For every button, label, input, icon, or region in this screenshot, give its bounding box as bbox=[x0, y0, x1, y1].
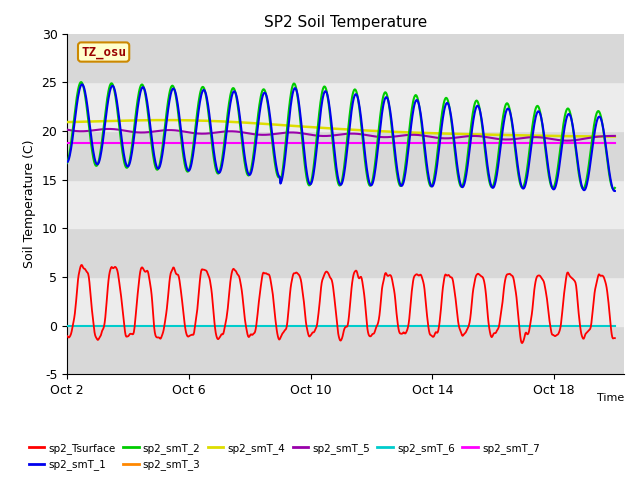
sp2_smT_1 bbox=[611, 188, 618, 194]
sp2_smT_2 bbox=[47, 78, 54, 84]
Line: sp2_smT_4: sp2_smT_4 bbox=[36, 120, 615, 136]
sp2_smT_7 bbox=[302, 140, 310, 145]
sp2_smT_1 bbox=[398, 183, 406, 189]
Bar bbox=[67, 180, 624, 228]
Bar bbox=[67, 131, 624, 180]
sp2_smT_7 bbox=[236, 140, 243, 145]
sp2_smT_4 bbox=[33, 120, 40, 125]
sp2_smT_5 bbox=[156, 128, 164, 133]
sp2_smT_7 bbox=[33, 140, 40, 145]
sp2_smT_2 bbox=[33, 158, 40, 164]
sp2_smT_2 bbox=[398, 182, 406, 188]
sp2_smT_1 bbox=[33, 157, 40, 163]
sp2_smT_2 bbox=[611, 185, 619, 191]
sp2_smT_4 bbox=[376, 128, 383, 134]
sp2_smT_5 bbox=[236, 129, 243, 135]
sp2_smT_6 bbox=[302, 324, 310, 329]
sp2_smT_6 bbox=[611, 324, 619, 329]
sp2_smT_5 bbox=[33, 121, 40, 127]
sp2_smT_5 bbox=[515, 136, 523, 142]
sp2_smT_2 bbox=[516, 179, 524, 185]
sp2_Tsurface bbox=[516, 328, 524, 334]
sp2_smT_4 bbox=[156, 117, 164, 123]
sp2_smT_6 bbox=[236, 324, 243, 329]
Line: sp2_smT_5: sp2_smT_5 bbox=[36, 124, 615, 141]
Bar bbox=[67, 82, 624, 131]
sp2_smT_5 bbox=[397, 133, 405, 139]
sp2_smT_4 bbox=[611, 133, 619, 139]
sp2_smT_2 bbox=[157, 157, 164, 163]
sp2_smT_7 bbox=[515, 140, 523, 145]
Bar bbox=[67, 326, 624, 374]
sp2_smT_7 bbox=[156, 140, 164, 145]
Bar bbox=[67, 34, 624, 82]
sp2_smT_5 bbox=[375, 134, 383, 140]
sp2_smT_4 bbox=[516, 132, 524, 138]
sp2_Tsurface bbox=[518, 340, 526, 346]
sp2_smT_5 bbox=[611, 133, 619, 139]
Bar bbox=[67, 277, 624, 326]
sp2_smT_7 bbox=[611, 140, 619, 145]
sp2_smT_5 bbox=[563, 138, 571, 144]
Bar bbox=[67, 228, 624, 277]
Line: sp2_smT_1: sp2_smT_1 bbox=[36, 83, 615, 191]
sp2_smT_7 bbox=[375, 140, 383, 145]
Y-axis label: Soil Temperature (C): Soil Temperature (C) bbox=[23, 140, 36, 268]
sp2_smT_2 bbox=[376, 120, 383, 126]
sp2_smT_1 bbox=[236, 114, 244, 120]
sp2_Tsurface bbox=[157, 336, 164, 342]
sp2_smT_1 bbox=[303, 168, 310, 173]
Title: SP2 Soil Temperature: SP2 Soil Temperature bbox=[264, 15, 428, 30]
sp2_Tsurface bbox=[398, 331, 406, 336]
sp2_Tsurface bbox=[47, 259, 54, 265]
Text: TZ_osu: TZ_osu bbox=[81, 46, 126, 59]
Legend: sp2_Tsurface, sp2_smT_1, sp2_smT_2, sp2_smT_3, sp2_smT_4, sp2_smT_5, sp2_smT_6, : sp2_Tsurface, sp2_smT_1, sp2_smT_2, sp2_… bbox=[24, 439, 544, 474]
sp2_smT_2 bbox=[610, 186, 618, 192]
sp2_smT_6 bbox=[156, 324, 164, 329]
sp2_Tsurface bbox=[376, 312, 383, 318]
sp2_smT_6 bbox=[515, 324, 523, 329]
sp2_Tsurface bbox=[611, 335, 619, 341]
Line: sp2_smT_2: sp2_smT_2 bbox=[36, 81, 615, 189]
sp2_smT_5 bbox=[302, 131, 310, 137]
sp2_smT_2 bbox=[236, 120, 244, 126]
sp2_smT_1 bbox=[516, 175, 524, 181]
Text: Time: Time bbox=[596, 393, 624, 403]
sp2_Tsurface bbox=[33, 338, 40, 344]
sp2_smT_2 bbox=[303, 174, 310, 180]
sp2_Tsurface bbox=[236, 276, 244, 282]
sp2_Tsurface bbox=[303, 323, 310, 329]
sp2_smT_4 bbox=[161, 117, 169, 123]
sp2_smT_1 bbox=[47, 80, 55, 86]
Line: sp2_Tsurface: sp2_Tsurface bbox=[36, 262, 615, 343]
sp2_smT_7 bbox=[397, 140, 405, 145]
sp2_smT_6 bbox=[397, 324, 405, 329]
sp2_smT_4 bbox=[398, 129, 406, 135]
sp2_smT_1 bbox=[376, 132, 383, 137]
sp2_smT_1 bbox=[611, 188, 619, 194]
sp2_smT_6 bbox=[33, 324, 40, 329]
sp2_smT_6 bbox=[375, 324, 383, 329]
sp2_smT_4 bbox=[303, 124, 310, 130]
sp2_smT_1 bbox=[157, 161, 164, 167]
sp2_smT_4 bbox=[236, 120, 244, 125]
